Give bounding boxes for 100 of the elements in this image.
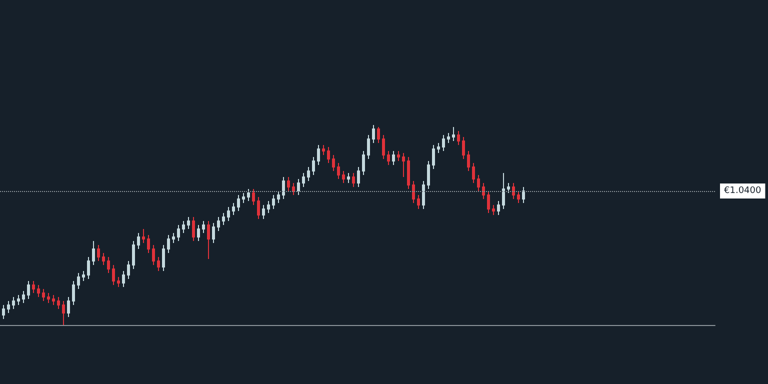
candlestick: [47, 292, 50, 304]
candlestick: [212, 222, 215, 244]
candlestick: [407, 156, 410, 190]
candlestick: [467, 150, 470, 172]
candlestick: [307, 166, 310, 182]
candlestick: [202, 220, 205, 234]
candlestick: [502, 172, 505, 210]
candlestick: [102, 252, 105, 266]
candlestick: [12, 296, 15, 310]
candlestick: [372, 124, 375, 144]
candlestick: [147, 234, 150, 254]
candlestick: [437, 142, 440, 154]
candlestick: [327, 146, 330, 164]
candlestick: [182, 220, 185, 234]
candlestick: [167, 234, 170, 254]
candlestick: [392, 150, 395, 166]
candlestick: [427, 160, 430, 190]
candlestick: [477, 174, 480, 192]
candlestick: [442, 134, 445, 152]
candlestick: [267, 200, 270, 214]
candlestick: [292, 182, 295, 196]
candlestick: [272, 194, 275, 210]
candlestick: [162, 244, 165, 272]
candlestick: [62, 300, 65, 326]
candlestick: [277, 190, 280, 204]
candlestick: [432, 144, 435, 170]
candlestick: [247, 188, 250, 202]
candlestick: [297, 178, 300, 196]
candlestick: [22, 290, 25, 304]
candlestick: [472, 162, 475, 184]
candlestick: [82, 270, 85, 282]
candlestick: [362, 150, 365, 176]
candlestick: [487, 190, 490, 214]
candlestick: [402, 152, 405, 178]
candlestick: [27, 280, 30, 300]
candlestick: [522, 186, 525, 204]
candlestick: [237, 194, 240, 212]
candlestick: [217, 216, 220, 232]
candlestick: [187, 216, 190, 230]
candlestick: [262, 204, 265, 220]
candlestick: [222, 212, 225, 226]
candlestick: [517, 190, 520, 204]
ref-line-label: €1.0400: [724, 186, 762, 196]
candlestick: [52, 294, 55, 306]
candlestick: [282, 176, 285, 200]
candlestick: [87, 256, 90, 280]
candlestick: [232, 202, 235, 216]
candlestick: [117, 276, 120, 288]
candlestick: [342, 170, 345, 184]
candlestick: [197, 224, 200, 242]
candlestick: [447, 132, 450, 144]
candlestick: [17, 294, 20, 306]
candlestick: [482, 182, 485, 200]
candlestick: [192, 216, 195, 242]
candlestick: [57, 296, 60, 310]
candlestick: [207, 220, 210, 260]
candlestick: [422, 180, 425, 210]
candlestick: [172, 232, 175, 244]
candlestick: [7, 300, 10, 314]
candlestick: [322, 144, 325, 156]
candlestick: [462, 136, 465, 160]
candlestick: [257, 196, 260, 220]
candlestick: [72, 280, 75, 306]
candlestick: [377, 126, 380, 144]
candlestick: [417, 194, 420, 210]
candlestick: [127, 260, 130, 280]
candlestick: [227, 206, 230, 222]
candlestick: [497, 200, 500, 216]
candlestick: [177, 224, 180, 242]
candlestick: [67, 296, 70, 318]
candlestick: [152, 244, 155, 266]
candlestick: [412, 180, 415, 204]
candlestick: [512, 182, 515, 200]
candlestick: [507, 182, 510, 194]
candlestick: [242, 192, 245, 204]
candlestick: [37, 284, 40, 298]
candlestick: [302, 172, 305, 188]
candlestick: [357, 166, 360, 188]
candlestick: [387, 150, 390, 166]
candlestick: [92, 240, 95, 266]
candlestick: [122, 270, 125, 288]
candlestick: [452, 126, 455, 142]
candlestick: [287, 176, 290, 192]
candlestick: [137, 232, 140, 250]
candlestick: [97, 244, 100, 262]
candlestick: [397, 150, 400, 162]
candlestick: [347, 172, 350, 184]
candlestick: [107, 256, 110, 274]
candlestick: [457, 130, 460, 146]
candlestick: [32, 280, 35, 294]
candlestick: [252, 188, 255, 206]
candlestick: [142, 228, 145, 244]
candlestick: [382, 134, 385, 160]
candlestick: [317, 144, 320, 166]
candlestick: [337, 162, 340, 180]
candlestick: [2, 304, 5, 320]
candlestick: [492, 204, 495, 216]
candlestick: [42, 288, 45, 302]
candlestick: [112, 264, 115, 286]
candlestick: [352, 172, 355, 188]
